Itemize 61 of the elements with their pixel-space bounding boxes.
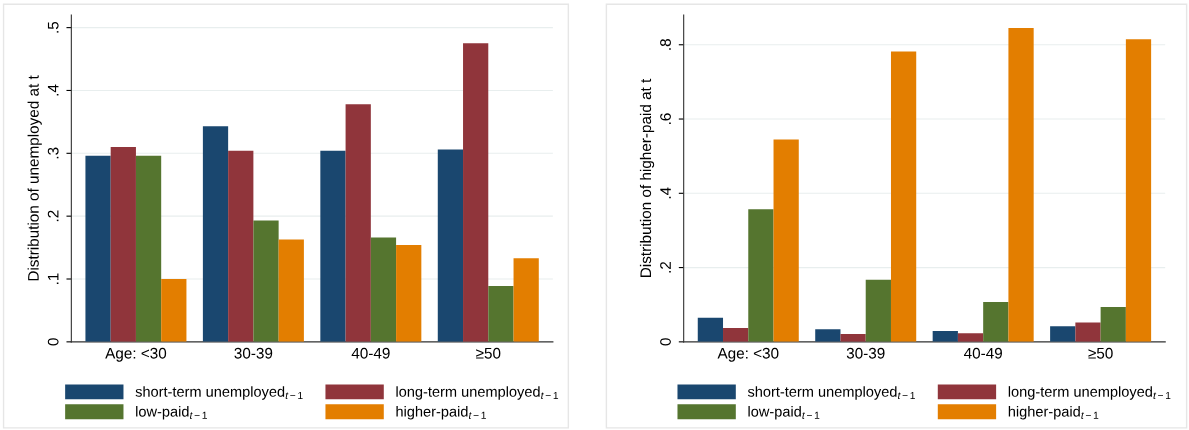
bar bbox=[840, 334, 866, 342]
bar bbox=[773, 139, 799, 342]
bar bbox=[513, 258, 539, 342]
legend-label: short-term unemployed$_{t−1}$ bbox=[135, 386, 303, 400]
bar bbox=[815, 329, 841, 342]
legend-label: higher-paid$_{t−1}$ bbox=[1008, 405, 1099, 420]
x-tick-label: 40-49 bbox=[963, 347, 1002, 359]
bar bbox=[110, 147, 136, 342]
legend-label: low-paid$_{t−1}$ bbox=[748, 405, 820, 420]
x-tick-label: 30-39 bbox=[234, 347, 273, 359]
y-tick-label: 0 bbox=[660, 338, 671, 346]
legend-label: long-term unemployed$_{t−1}$ bbox=[396, 386, 559, 400]
y-tick-label: .8 bbox=[660, 39, 671, 50]
bar bbox=[1008, 28, 1034, 342]
x-tick-label: ≥50 bbox=[476, 347, 501, 359]
y-tick-label: .4 bbox=[660, 187, 671, 199]
bar bbox=[370, 237, 397, 342]
legend-label: higher-paid$_{t−1}$ bbox=[396, 405, 486, 420]
y-tick-label: .3 bbox=[47, 147, 59, 159]
bar bbox=[135, 155, 162, 342]
bar bbox=[85, 155, 111, 342]
bar bbox=[345, 104, 371, 342]
x-tick-label: 30-39 bbox=[846, 347, 885, 359]
y-tick-label: 0 bbox=[47, 338, 59, 346]
x-tick-label: Age: <30 bbox=[105, 347, 167, 362]
bar bbox=[1100, 306, 1126, 342]
y-tick-label: .4 bbox=[47, 84, 59, 96]
x-tick-label: 40-49 bbox=[351, 347, 390, 359]
y-axis-title: Distribution of higher-paid at t bbox=[639, 78, 655, 277]
bar bbox=[463, 43, 489, 342]
bar bbox=[932, 331, 958, 342]
bar bbox=[278, 239, 304, 342]
bar bbox=[396, 245, 422, 342]
bar bbox=[437, 149, 464, 342]
bar bbox=[1050, 326, 1076, 342]
bar bbox=[748, 209, 774, 342]
bar bbox=[890, 51, 917, 342]
bar bbox=[488, 285, 514, 342]
y-tick-label: .6 bbox=[660, 113, 671, 125]
x-tick-label: ≥50 bbox=[1088, 347, 1113, 359]
bar bbox=[228, 150, 254, 342]
legend-label: long-term unemployed$_{t−1}$ bbox=[1008, 386, 1171, 400]
y-axis-title: Distribution of unemployed at t bbox=[27, 75, 42, 281]
bar bbox=[1075, 322, 1101, 342]
bar bbox=[161, 279, 187, 342]
y-tick-label: .2 bbox=[47, 210, 59, 222]
bar bbox=[697, 317, 724, 342]
bar bbox=[202, 126, 229, 342]
y-tick-label: .1 bbox=[47, 273, 59, 284]
bar bbox=[723, 328, 749, 342]
bar bbox=[1125, 39, 1152, 342]
x-tick-label: Age: <30 bbox=[717, 347, 779, 362]
bar bbox=[957, 333, 984, 342]
y-tick-label: .2 bbox=[660, 261, 671, 273]
bar bbox=[253, 220, 279, 342]
bar bbox=[320, 150, 346, 342]
legend-label: short-term unemployed$_{t−1}$ bbox=[747, 386, 915, 400]
y-tick-label: .5 bbox=[47, 21, 59, 33]
bar bbox=[983, 302, 1009, 342]
bar bbox=[865, 279, 891, 342]
legend-label: low-paid$_{t−1}$ bbox=[136, 405, 207, 420]
